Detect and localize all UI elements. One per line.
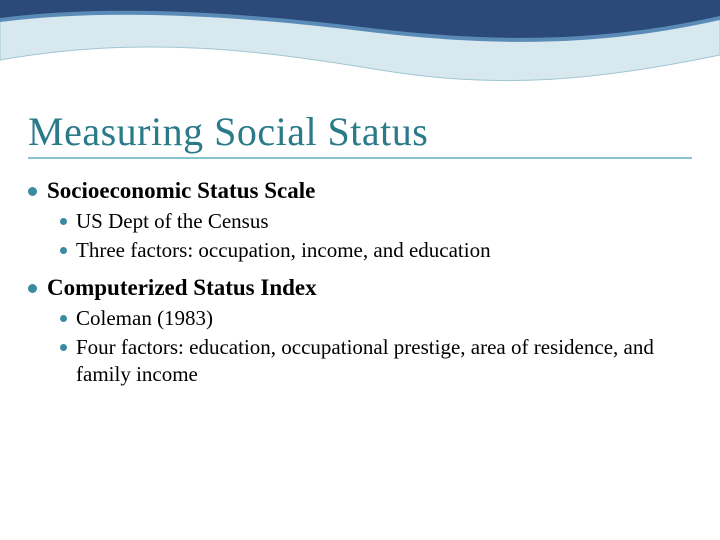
title-divider [28, 157, 692, 160]
bullet-icon [60, 218, 67, 225]
list-subitem-label: Coleman (1983) [76, 305, 213, 332]
list-subitem: Four factors: education, occupational pr… [60, 334, 692, 389]
list-item: Socioeconomic Status Scale [28, 178, 692, 204]
wave-front-shadow [0, 0, 720, 42]
wave-front [0, 0, 720, 38]
list-subitem-label: Four factors: education, occupational pr… [76, 334, 692, 389]
sublist: Coleman (1983) Four factors: education, … [60, 305, 692, 389]
bullet-icon [60, 344, 67, 351]
sublist: US Dept of the Census Three factors: occ… [60, 208, 692, 265]
list-item: Computerized Status Index [28, 275, 692, 301]
bullet-icon [60, 315, 67, 322]
bullet-icon [28, 284, 37, 293]
list-subitem-label: Three factors: occupation, income, and e… [76, 237, 491, 264]
bullet-icon [28, 187, 37, 196]
decorative-wave [0, 0, 720, 110]
list-item-label: Socioeconomic Status Scale [47, 178, 315, 204]
outline: Socioeconomic Status Scale US Dept of th… [28, 178, 692, 388]
slide-content: Measuring Social Status Socioeconomic St… [28, 108, 692, 398]
list-item-label: Computerized Status Index [47, 275, 317, 301]
list-subitem: US Dept of the Census [60, 208, 692, 235]
list-subitem-label: US Dept of the Census [76, 208, 269, 235]
bullet-icon [60, 247, 67, 254]
wave-back [0, 0, 720, 81]
list-subitem: Three factors: occupation, income, and e… [60, 237, 692, 264]
list-subitem: Coleman (1983) [60, 305, 692, 332]
slide-title: Measuring Social Status [28, 108, 692, 155]
